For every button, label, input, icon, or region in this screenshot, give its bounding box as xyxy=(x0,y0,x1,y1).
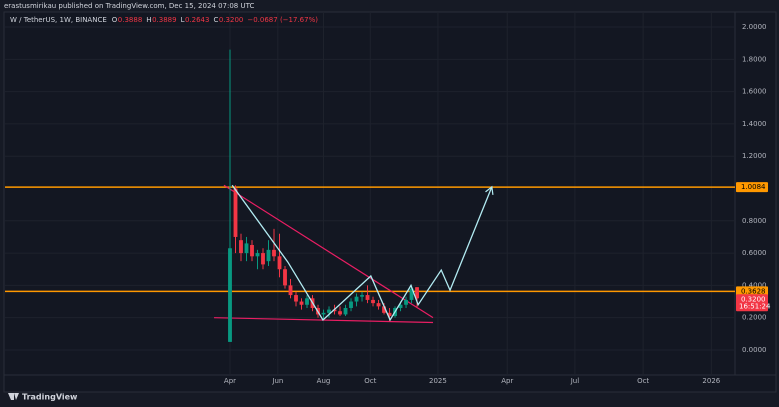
ohlc-key: O xyxy=(112,16,118,24)
price-label: 0.3628 xyxy=(741,287,766,295)
candle-body xyxy=(327,309,331,313)
candle-body xyxy=(354,296,359,302)
x-tick-label: Jun xyxy=(271,377,283,385)
x-tick-label: 2026 xyxy=(702,377,720,385)
change: −0.0687 (−17.67%) xyxy=(247,16,318,24)
candle-body xyxy=(415,287,419,299)
candle-body xyxy=(255,253,260,257)
price-label: 1.0084 xyxy=(741,183,766,191)
brand-logo xyxy=(8,393,19,400)
ohlc-key: H xyxy=(146,16,151,24)
candle-body xyxy=(261,253,265,265)
x-tick-label: Oct xyxy=(637,377,649,385)
candle-body xyxy=(244,243,249,254)
y-tick-label: 0.2000 xyxy=(742,314,767,322)
trendline xyxy=(223,184,434,319)
symbol: W / TetherUS, 1W, BINANCE xyxy=(10,16,107,24)
candle-body xyxy=(409,288,414,300)
symbol-legend: W / TetherUS, 1W, BINANCE xyxy=(10,16,107,24)
candle-body xyxy=(376,303,381,307)
candle-body xyxy=(288,285,293,296)
candle-body xyxy=(299,301,304,305)
last-price-label: 0.3200 xyxy=(741,295,766,303)
candle-body xyxy=(349,301,353,308)
x-tick-label: Oct xyxy=(364,377,376,385)
price-label-box xyxy=(736,182,768,193)
x-tick-label: 2025 xyxy=(429,377,447,385)
ohlc-value: 0.2643 xyxy=(185,16,210,24)
y-tick-label: 0.6000 xyxy=(742,249,767,257)
y-tick-label: 1.6000 xyxy=(742,88,767,96)
candle-body xyxy=(228,248,232,342)
projection-path xyxy=(231,184,494,322)
x-tick-label: Apr xyxy=(501,377,513,385)
candle-body xyxy=(338,311,342,315)
y-tick-label: 0.8000 xyxy=(742,217,767,225)
candle-body xyxy=(239,240,243,254)
y-tick-label: 1.4000 xyxy=(742,120,767,128)
chart-frame xyxy=(3,11,777,393)
candle-body xyxy=(360,295,364,297)
ohlc-value: 0.3889 xyxy=(152,16,177,24)
price-label-box xyxy=(736,286,768,297)
ohlc-value: 0.3888 xyxy=(118,16,143,24)
candle-body xyxy=(382,306,386,313)
candle-body xyxy=(371,299,375,304)
y-tick-label: 0.4000 xyxy=(742,281,767,289)
x-tick-label: Apr xyxy=(224,377,236,385)
candle-body xyxy=(365,295,370,300)
candle-body xyxy=(277,256,282,270)
brand: TradingView xyxy=(22,393,78,402)
y-tick-label: 1.2000 xyxy=(742,152,767,160)
candle-body xyxy=(283,269,287,286)
ohlc-key: C xyxy=(213,16,218,24)
candle-body xyxy=(305,298,309,305)
candle-body xyxy=(398,304,403,308)
ohlc-key: L xyxy=(181,16,185,24)
candle-body xyxy=(343,307,348,315)
candle-body xyxy=(404,299,408,305)
y-tick-label: 1.8000 xyxy=(742,55,767,63)
y-tick-label: 0.0000 xyxy=(742,346,767,354)
publisher: erastusmirikau published on TradingView.… xyxy=(4,2,254,10)
candle-body xyxy=(266,249,271,262)
countdown: 16:51:24 xyxy=(739,302,771,310)
candle-body xyxy=(387,312,392,317)
candle-body xyxy=(272,249,276,257)
y-tick-label: 2.0000 xyxy=(742,23,767,31)
last-price-box xyxy=(736,294,768,312)
x-tick-label: Aug xyxy=(317,377,331,385)
candle-body xyxy=(233,188,238,237)
x-tick-label: Jul xyxy=(570,377,580,385)
candle-body xyxy=(332,309,337,312)
candle-body xyxy=(321,312,326,315)
candle-body xyxy=(294,295,298,302)
candle-body xyxy=(250,245,254,257)
ohlc-value: 0.3200 xyxy=(219,16,244,24)
